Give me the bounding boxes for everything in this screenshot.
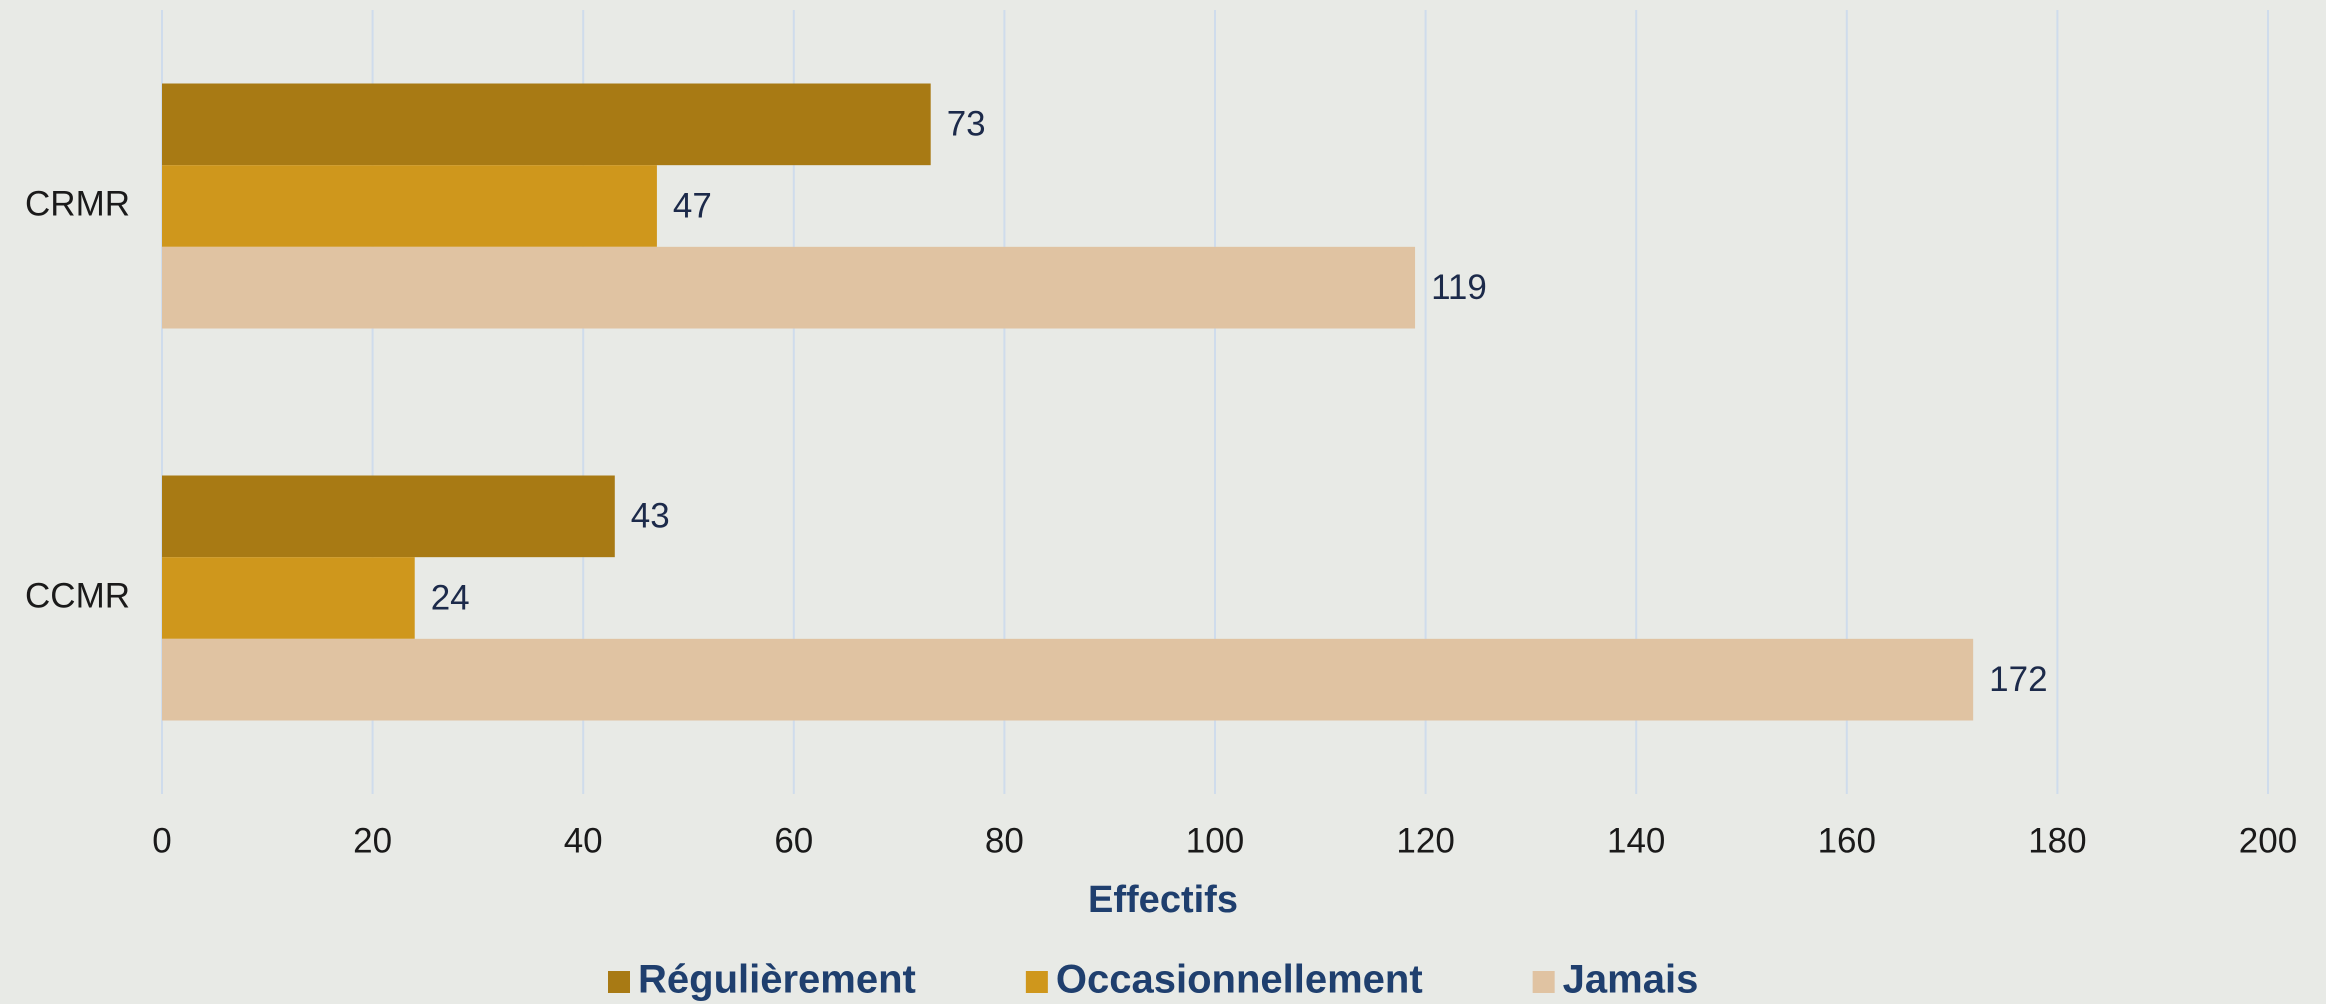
legend-swatch xyxy=(608,971,630,993)
y-tick-label: CRMR xyxy=(25,184,130,223)
x-tick-label: 180 xyxy=(2028,821,2086,860)
bar xyxy=(162,638,1974,721)
x-tick-label: 100 xyxy=(1186,821,1244,860)
legend-swatch xyxy=(1532,971,1555,993)
x-tick-label: 200 xyxy=(2239,821,2297,860)
legend-label: Jamais xyxy=(1563,958,1699,1002)
x-tick-label: 0 xyxy=(152,821,171,860)
legend-swatch xyxy=(1025,971,1048,993)
x-tick-label: 160 xyxy=(1818,821,1876,860)
x-tick-label: 40 xyxy=(564,821,603,860)
value-label: 47 xyxy=(673,186,712,225)
value-label: 73 xyxy=(947,105,986,144)
x-tick-label: 60 xyxy=(774,821,813,860)
legend-label: Régulièrement xyxy=(638,958,916,1002)
x-tick-label: 120 xyxy=(1396,821,1454,860)
bar xyxy=(162,83,931,166)
y-tick-label: CCMR xyxy=(25,576,130,615)
x-tick-label: 80 xyxy=(985,821,1024,860)
x-tick-label: 20 xyxy=(353,821,392,860)
value-label: 24 xyxy=(431,578,470,617)
value-label: 43 xyxy=(631,497,670,536)
bar xyxy=(162,246,1416,329)
bar xyxy=(162,165,657,247)
x-tick-label: 140 xyxy=(1607,821,1665,860)
value-label: 172 xyxy=(1989,660,2047,699)
legend-label: Occasionnellement xyxy=(1056,958,1423,1002)
value-label: 119 xyxy=(1431,268,1487,307)
bar xyxy=(162,475,615,558)
bar xyxy=(162,557,415,639)
x-axis-label: Effectifs xyxy=(1088,879,1238,921)
